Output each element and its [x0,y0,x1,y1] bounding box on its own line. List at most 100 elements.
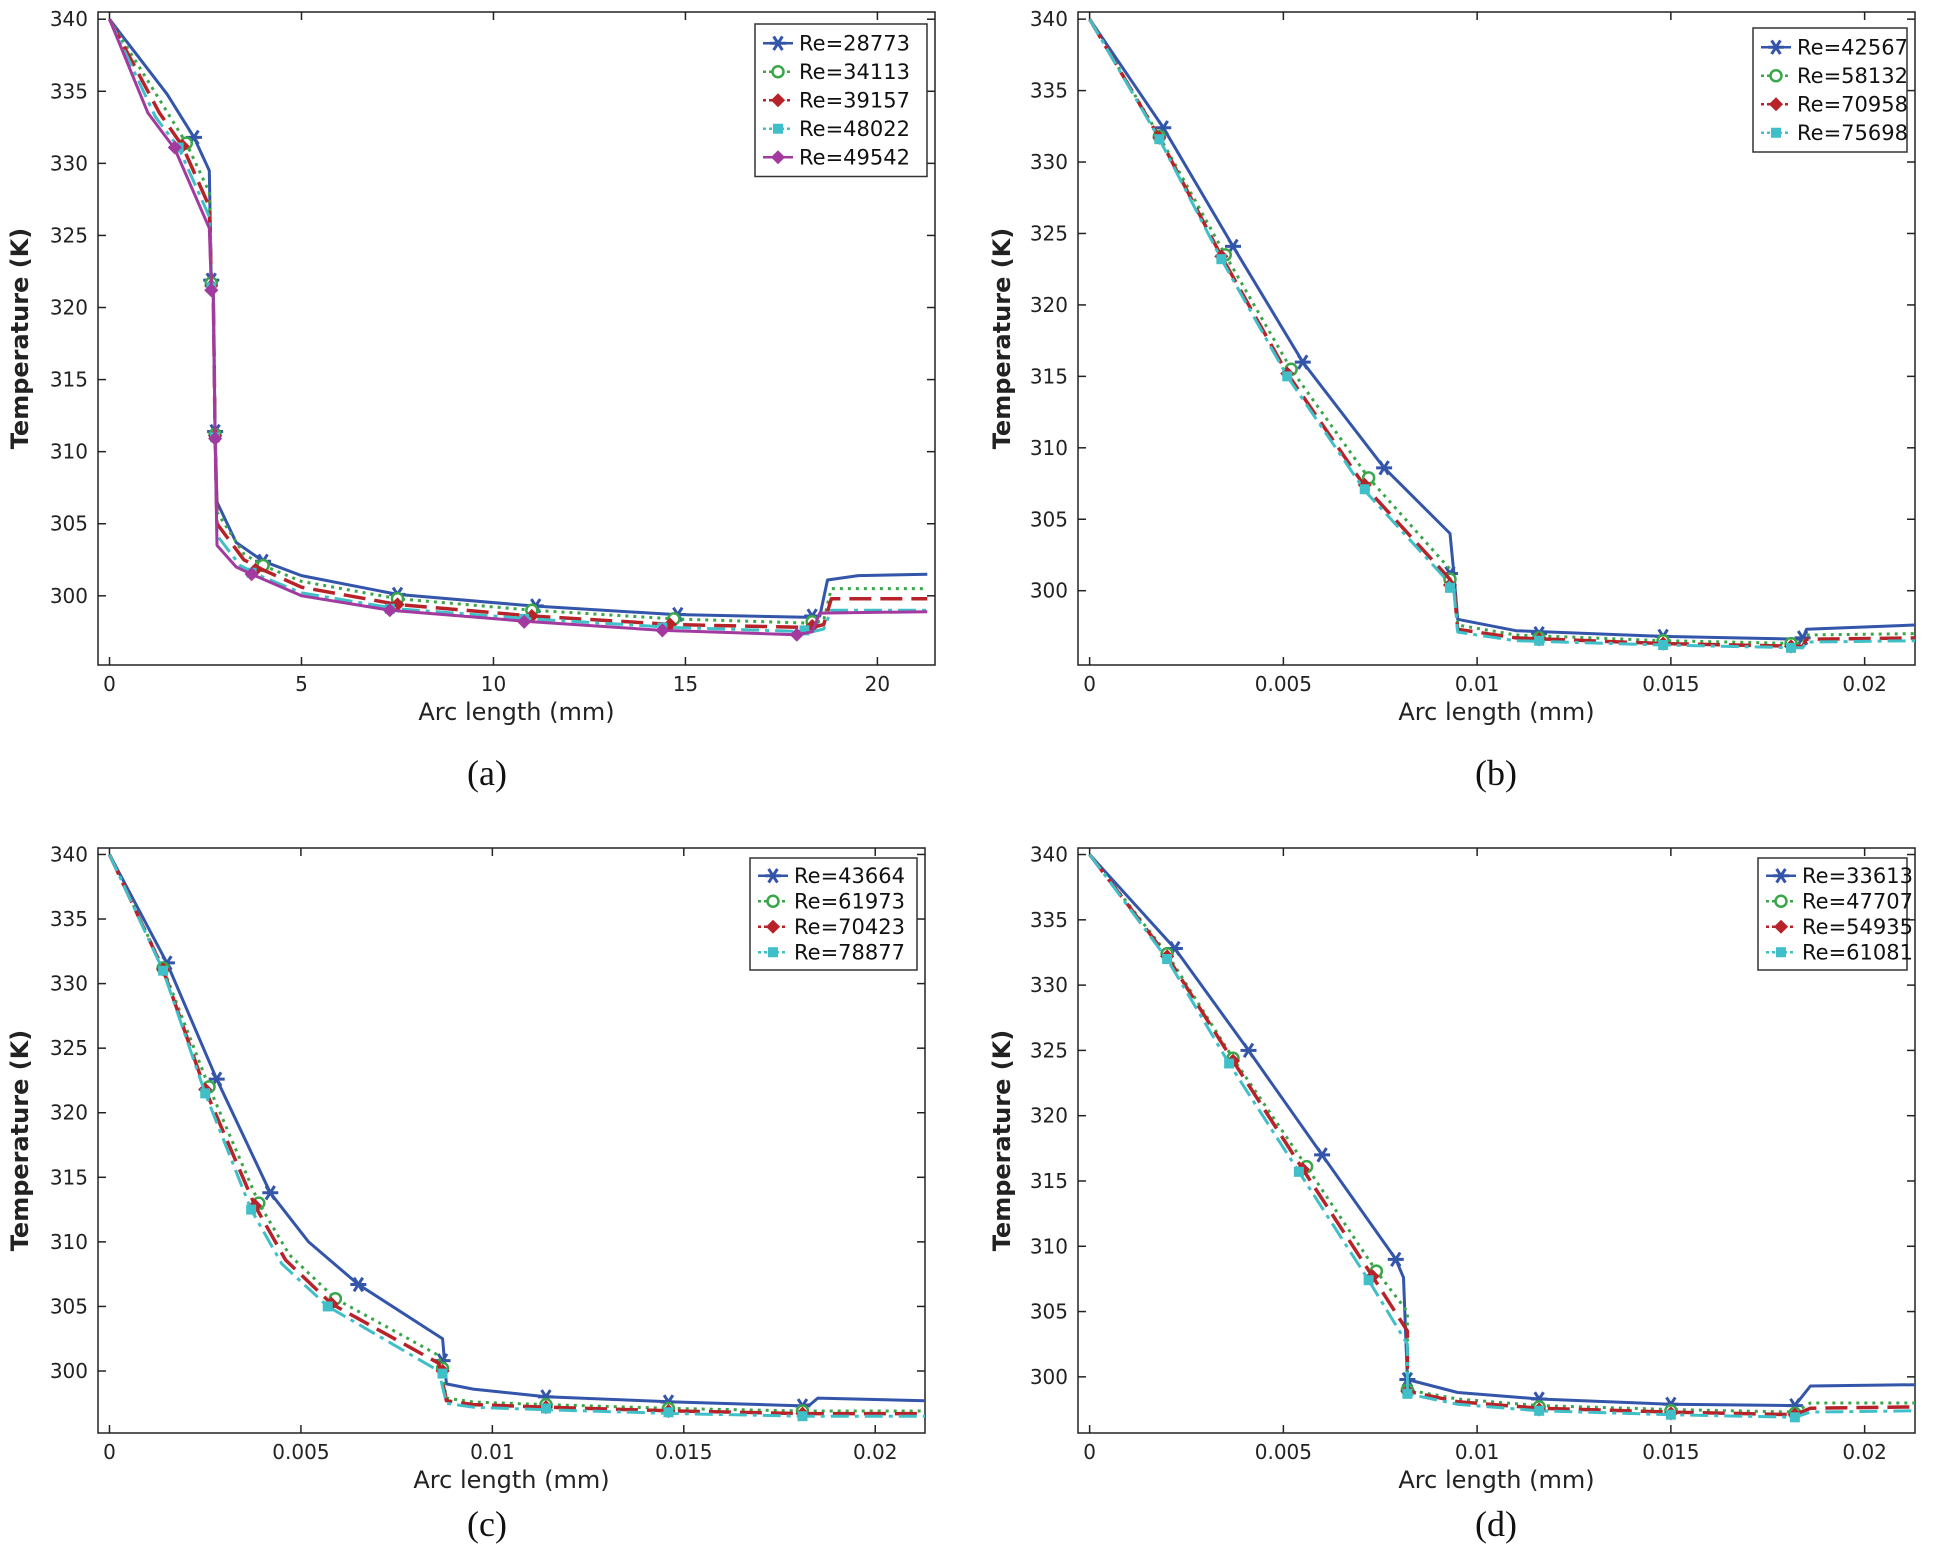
legend-label: Re=34113 [799,60,910,84]
legend-swatch-marker [773,123,783,134]
x-tick-label: 0 [103,1440,116,1464]
x-tick-label: 0.015 [1642,1440,1699,1464]
y-tick-label: 310 [50,1230,88,1254]
legend-item: Re=61973 [758,889,905,913]
data-point [1445,582,1455,593]
legend-item: Re=58132 [1761,64,1908,88]
legend-label: Re=61081 [1802,940,1913,964]
x-tick-label: 10 [481,672,506,696]
caption-d: (d) [1475,1504,1517,1544]
x-axis-label: Arc length (mm) [1398,698,1594,726]
data-point [1282,371,1293,382]
y-tick-label: 305 [50,512,88,536]
caption-a: (a) [467,753,507,793]
legend-swatch-marker [1773,868,1789,884]
data-point [1665,1409,1676,1420]
legend-swatch-marker [770,35,786,51]
y-tick-label: 340 [50,842,88,866]
plot-frame [1077,11,1916,666]
y-tick-label: 300 [1030,579,1068,603]
x-tick-label: 0.01 [1455,1440,1500,1464]
data-point [208,431,223,446]
x-tick-label: 0.02 [1842,1440,1887,1464]
y-tick-label: 305 [1030,507,1068,531]
data-point [1314,1147,1331,1163]
chart-panel-b: 0 0.005 0.01 0.015 0.02 300 305 310 315 320 325 330… [988,0,1938,800]
y-tick-label: 330 [50,972,88,996]
chart-panel-a: 0 5 10 15 20 300 305 310 315 320 325 330 335 340 Arc l… [0,0,960,800]
plot-frame [97,847,926,1434]
data-point [437,1368,448,1379]
data-point [200,1088,211,1099]
legend-item: Re=33613 [1766,864,1913,888]
legend-swatch-marker [768,947,778,958]
data-point [246,1204,257,1215]
y-tick-label: 340 [1030,7,1068,31]
data-point [158,965,169,976]
x-tick-label: 0.005 [1255,672,1312,696]
data-point [789,627,804,642]
legend-label: Re=28773 [799,31,910,55]
legend-item: Re=42567 [1761,35,1908,59]
legend-swatch-marker [1773,919,1789,934]
x-tick-label: 0.01 [1455,672,1500,696]
y-tick-label: 335 [1030,908,1068,932]
series-group [108,18,928,642]
legend-label: Re=78877 [794,940,905,964]
y-tick-label: 325 [1030,1038,1068,1062]
y-tick-label: 335 [50,79,88,103]
legend-swatch-marker [1768,39,1784,55]
legend-label: Re=42567 [1797,35,1908,59]
legend-item: Re=75698 [1761,121,1908,145]
legend-item: Re=54935 [1766,915,1913,939]
data-point [797,1411,808,1422]
data-point [204,283,219,298]
chart-panel-c: 0 0.005 0.01 0.015 0.02 300 305 310 315 320 325 330… [0,810,960,1554]
legend-item: Re=28773 [763,31,910,55]
data-point [1216,254,1227,265]
legend-swatch-marker [765,868,781,884]
y-tick-label: 325 [50,223,88,247]
y-tick-label: 315 [50,1165,88,1189]
series-group [108,853,925,1422]
data-point [540,1403,551,1414]
data-point [1294,354,1311,370]
caption-c: (c) [467,1504,507,1544]
y-axis-label: Temperature (K) [6,228,34,450]
x-axis-label: Arc length (mm) [1398,1466,1594,1494]
data-point [1154,134,1165,145]
legend-swatch-marker [771,65,785,79]
data-point [1363,1275,1374,1286]
x-tick-label: 0 [103,672,116,696]
series-group [108,853,925,1414]
y-tick-label: 310 [50,440,88,464]
y-tick-label: 320 [1030,1104,1068,1128]
y-tick-label: 330 [50,151,88,175]
data-point [382,603,397,618]
x-tick-label: 0.02 [1842,672,1887,696]
data-point [1534,1405,1545,1416]
data-point [1224,1058,1235,1069]
x-tick-label: 0.005 [272,1440,329,1464]
y-tick-label: 340 [50,7,88,31]
y-axis-label: Temperature (K) [6,1030,34,1252]
y-tick-label: 335 [50,907,88,931]
data-point [1293,1166,1304,1177]
data-point [1534,635,1545,646]
data-point [1786,642,1796,653]
legend-swatch-marker [765,919,781,934]
legend-label: Re=39157 [799,88,910,112]
data-point [1240,1042,1257,1059]
data-point [262,1185,279,1201]
y-tick-label: 330 [1030,973,1068,997]
legend-swatch-marker [1771,127,1781,138]
x-tick-label: 0 [1083,1440,1096,1464]
y-tick-label: 300 [1030,1365,1068,1389]
y-tick-label: 325 [1030,221,1068,245]
series-group [1088,18,1915,653]
x-tick-label: 5 [295,672,308,696]
legend-label: Re=58132 [1797,64,1908,88]
chart-svg: 0 0.005 0.01 0.015 0.02 300 305 310 315 320 325 330… [988,7,1916,726]
x-tick-label: 0.005 [1255,1440,1312,1464]
x-tick-label: 0.015 [655,1440,712,1464]
